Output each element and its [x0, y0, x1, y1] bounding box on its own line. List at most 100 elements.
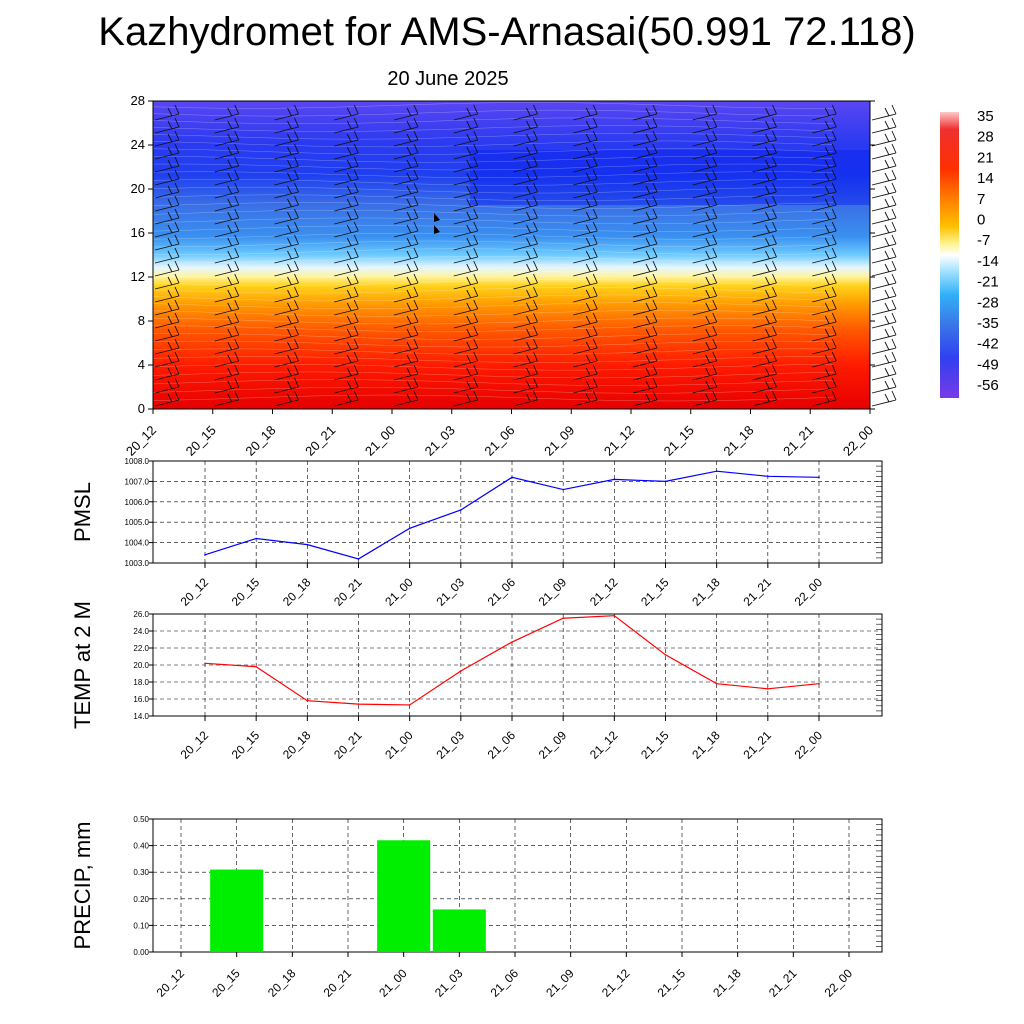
wind-barb [692, 117, 718, 134]
colorbar-label: -28 [977, 294, 999, 311]
wind-barb [632, 299, 658, 316]
wind-barb [573, 377, 598, 394]
wind-barb [274, 234, 299, 251]
wind-barb [632, 234, 658, 251]
x-tick-label: 21_21 [740, 728, 774, 762]
wind-barb [632, 208, 658, 225]
wind-barb [154, 130, 180, 147]
wind-barb [274, 156, 299, 173]
wind-barb [573, 390, 598, 407]
x-tick-label: 21_21 [780, 423, 816, 459]
series-point [357, 703, 360, 705]
wind-barb [513, 247, 538, 264]
series-point [613, 478, 616, 481]
wind-barb [393, 208, 419, 225]
wind-barb [812, 364, 837, 381]
colorbar-label: 28 [977, 129, 994, 146]
wind-barb [513, 260, 538, 277]
wind-barb [752, 221, 777, 238]
wind-barb [334, 325, 359, 342]
x-tick-label: 21_12 [587, 728, 621, 762]
wind-barb [692, 377, 718, 394]
colorbar-label: -49 [977, 356, 999, 373]
wind-barb [871, 286, 897, 303]
contour-line [152, 263, 834, 271]
wind-barb [334, 234, 359, 251]
wind-barb [752, 169, 777, 186]
wind-barb [871, 117, 897, 134]
wind-barb [812, 234, 837, 251]
wind-barb [274, 182, 299, 199]
wind-barb [573, 299, 598, 316]
wind-barb [752, 260, 777, 277]
chart-subtitle: 20 June 2025 [387, 68, 509, 90]
wind-barb [154, 234, 180, 251]
wind-barb [632, 338, 658, 355]
wind-barb [692, 325, 718, 342]
wind-barb [453, 312, 479, 329]
wind-barb [871, 208, 897, 225]
x-tick-label: 21_18 [710, 966, 744, 1000]
contour-line [152, 325, 834, 332]
wind-barb [274, 390, 299, 407]
wind-barb [871, 377, 897, 394]
wind-barb [214, 117, 240, 134]
colorbar-label: 35 [977, 108, 994, 125]
wind-barb [692, 234, 718, 251]
x-tick-label: 21_15 [638, 575, 672, 609]
wind-barb [274, 195, 299, 212]
wind-barb [692, 351, 718, 368]
wind-barb [214, 364, 240, 381]
x-tick-label: 21_00 [362, 423, 398, 459]
x-tick-label: 20_18 [265, 966, 299, 1000]
wind-barb [513, 156, 538, 173]
wind-barb [573, 325, 598, 342]
wind-barb [871, 234, 897, 251]
wind-barb [513, 117, 538, 134]
x-tick-label: 20_12 [154, 966, 188, 1000]
series-point [613, 614, 616, 617]
series-point [408, 704, 411, 706]
x-tick-label: 20_15 [183, 423, 219, 459]
wind-barb [573, 351, 598, 368]
wind-barb [632, 351, 658, 368]
colorbar-label: -7 [977, 232, 990, 249]
wind-barb [871, 364, 897, 381]
heatmap-field [153, 101, 870, 409]
wind-barb [453, 260, 479, 277]
wind-barb [334, 208, 359, 225]
wind-barb [393, 351, 419, 368]
y-tick-label: 1006.0 [125, 498, 150, 507]
x-tick-label: 20_12 [178, 728, 212, 762]
y-tick-label: 20 [131, 181, 145, 196]
wind-barb [632, 286, 658, 303]
x-tick-label: 21_00 [376, 966, 410, 1000]
wind-barb [154, 156, 180, 173]
y-tick-label: 1003.0 [125, 559, 150, 568]
x-tick-label: 20_15 [229, 575, 263, 609]
wind-barb [393, 143, 419, 160]
wind-barb [871, 338, 897, 355]
y-tick-label: 8 [138, 313, 145, 328]
wind-barb [393, 130, 419, 147]
x-tick-label: 21_06 [481, 423, 517, 459]
x-tick-label: 20_21 [321, 966, 355, 1000]
wind-barb [274, 143, 299, 160]
wind-barb [334, 156, 359, 173]
x-tick-label: 21_15 [655, 966, 689, 1000]
y-tick-label: 0.30 [133, 868, 149, 877]
contour-line [152, 379, 834, 386]
wind-barb [393, 364, 419, 381]
wind-barb [752, 377, 777, 394]
wind-barb [692, 156, 718, 173]
contour-line [152, 210, 834, 217]
wind-barb [154, 364, 180, 381]
wind-barb [154, 143, 180, 160]
wind-barb [752, 208, 777, 225]
wind-barb [334, 390, 359, 407]
wind-barb [393, 260, 419, 277]
wind-barb [453, 156, 479, 173]
wind-barb [393, 312, 419, 329]
wind-barb [692, 182, 718, 199]
wind-barb [154, 208, 180, 225]
